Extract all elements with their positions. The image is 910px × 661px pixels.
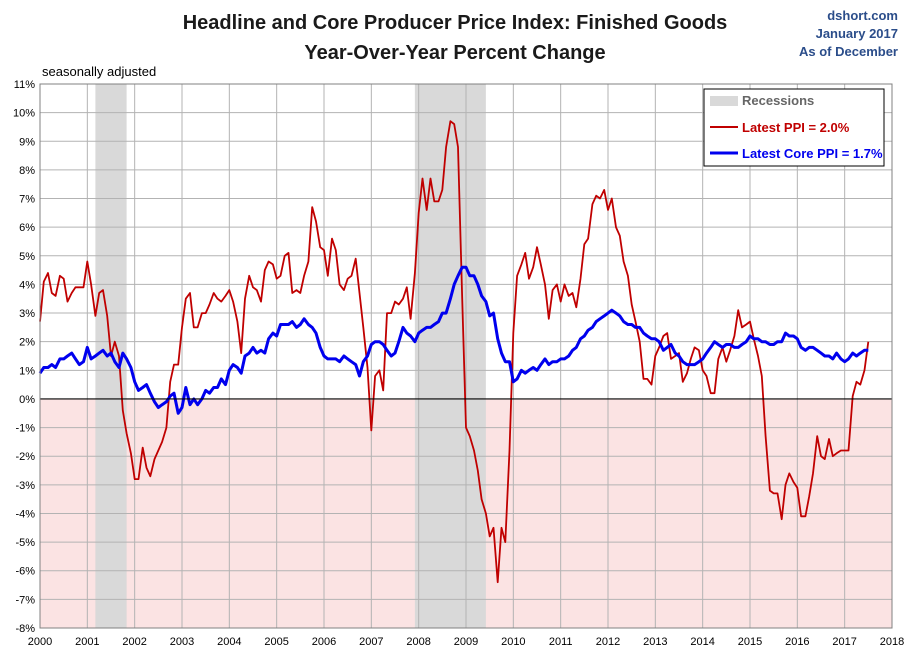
x-tick-label: 2002 [122, 636, 146, 648]
y-tick-label: 7% [19, 194, 35, 206]
x-tick-label: 2001 [75, 636, 99, 648]
y-tick-label: 5% [19, 251, 35, 263]
x-tick-label: 2007 [359, 636, 383, 648]
y-tick-label: -6% [15, 566, 35, 578]
y-tick-label: 0% [19, 394, 35, 406]
as-of-label: As of December [799, 44, 898, 59]
legend: Recessions Latest PPI = 2.0% Latest Core… [703, 88, 885, 167]
x-tick-label: 2015 [738, 636, 762, 648]
y-tick-label: 11% [14, 79, 35, 91]
x-tick-label: 2017 [832, 636, 856, 648]
headline-ppi-line [39, 120, 870, 584]
x-tick-label: 2011 [549, 636, 573, 648]
legend-recession-swatch [710, 96, 738, 106]
y-tick-label: -1% [15, 423, 35, 435]
x-tick-label: 2014 [690, 636, 714, 648]
core-ppi-line [38, 265, 869, 415]
recession-band [414, 84, 486, 628]
chart-title-line1: Headline and Core Producer Price Index: … [182, 12, 728, 34]
y-tick-label: 10% [13, 108, 35, 120]
axis-layer: -8% -7% -6% -5% -4% -3% -2% -1% 0% 1% 2% 3% 4% 5% 6% 7%… [13, 79, 904, 648]
x-tick-label: 2016 [785, 636, 809, 648]
x-tick-label: 2000 [28, 636, 52, 648]
y-tick-label: 6% [19, 222, 35, 234]
y-tick-label: 8% [19, 165, 35, 177]
plot-border [39, 83, 893, 629]
y-tick-label: 4% [19, 279, 35, 291]
x-tick-label: 2005 [264, 636, 288, 648]
y-tick-label: 3% [19, 308, 35, 320]
y-tick-label: -2% [15, 451, 35, 463]
legend-recession-label: Recessions [742, 93, 814, 108]
y-tick-label: 9% [19, 136, 35, 148]
seasonally-adjusted-note: seasonally adjusted [42, 64, 157, 79]
x-tick-label: 2013 [643, 636, 667, 648]
y-tick-label: -5% [15, 537, 35, 549]
y-tick-label: 1% [19, 365, 35, 377]
y-tick-label: -8% [15, 623, 35, 635]
series-layer [38, 120, 870, 584]
source-label: dshort.com [827, 8, 898, 23]
y-tick-label: -7% [15, 594, 35, 606]
legend-headline-label: Latest PPI = 2.0% [742, 120, 850, 135]
x-tick-label: 2010 [501, 636, 525, 648]
x-tick-label: 2006 [312, 636, 336, 648]
x-tick-label: 2009 [454, 636, 478, 648]
legend-core-label: Latest Core PPI = 1.7% [742, 146, 883, 161]
x-tick-label: 2004 [217, 636, 241, 648]
date-label: January 2017 [815, 26, 898, 41]
x-tick-label: 2018 [880, 636, 904, 648]
y-tick-label: -3% [15, 480, 35, 492]
chart-title-line2: Year-Over-Year Percent Change [304, 42, 606, 64]
x-tick-label: 2008 [406, 636, 430, 648]
y-tick-label: 2% [19, 337, 35, 349]
y-tick-label: -4% [15, 508, 35, 520]
x-tick-label: 2012 [596, 636, 620, 648]
x-tick-label: 2003 [170, 636, 194, 648]
